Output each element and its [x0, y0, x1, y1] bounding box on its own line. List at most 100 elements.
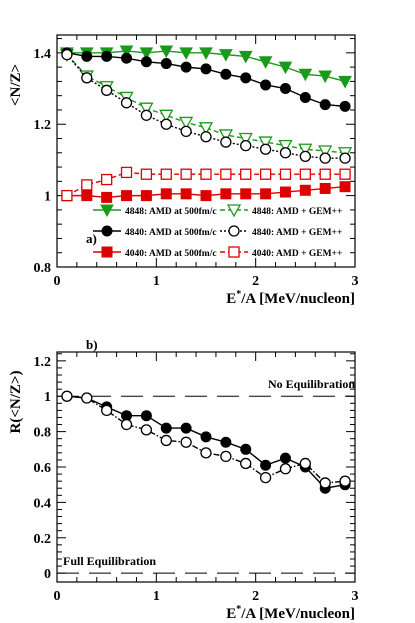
data-point	[260, 459, 272, 471]
data-point	[160, 58, 172, 70]
y-tick-label: 0.8	[34, 426, 52, 441]
data-point	[278, 139, 293, 154]
data-point	[101, 50, 113, 62]
data-point	[180, 168, 192, 180]
data-point	[298, 143, 313, 157]
data-point	[339, 475, 351, 487]
no-equilibration-label: No Equilibration	[268, 377, 355, 391]
x-tick-label: 2	[252, 274, 259, 289]
legend-label: 4040: AMD at 500fm/c	[125, 249, 217, 259]
panel-label: b)	[86, 337, 98, 352]
data-point	[180, 436, 192, 448]
data-point	[101, 404, 113, 417]
data-point	[339, 168, 351, 180]
data-point	[259, 471, 272, 484]
data-point	[200, 431, 212, 443]
legend-marker	[100, 204, 114, 218]
data-point	[101, 191, 113, 203]
data-point	[279, 463, 292, 475]
data-point	[220, 168, 232, 180]
legend-label: 4848: AMD + GEM++	[252, 207, 342, 217]
data-point	[140, 424, 153, 436]
y-tick-label: 0.8	[34, 261, 52, 276]
data-point	[198, 122, 214, 136]
x-axis-label: E*/A [MeV/nucleon]	[226, 289, 355, 307]
x-tick-label: 0	[54, 589, 61, 604]
data-point	[61, 48, 73, 61]
data-point	[238, 132, 253, 146]
data-point	[160, 422, 172, 434]
y-tick-label: 0	[44, 567, 51, 582]
data-point	[259, 143, 272, 155]
full-equilibration-label: Full Equilibration	[63, 554, 156, 568]
legend-marker	[226, 204, 242, 218]
data-point	[339, 152, 351, 164]
data-point	[81, 392, 93, 404]
data-point	[279, 186, 291, 198]
legend-label: 4848: AMD at 500fm/c	[125, 207, 217, 217]
plot-frame	[56, 34, 356, 268]
data-point	[240, 139, 252, 152]
data-point	[319, 477, 331, 489]
data-point	[140, 168, 153, 180]
y-axis-label: <N/Z>	[8, 64, 24, 106]
data-point	[279, 168, 292, 180]
data-point	[299, 184, 311, 196]
data-point	[279, 83, 291, 95]
data-point	[159, 45, 174, 59]
data-point	[140, 190, 152, 202]
data-point	[318, 145, 333, 159]
data-point	[61, 390, 73, 402]
legend-marker	[228, 246, 240, 258]
legend-label: 4840: AMD at 500fm/c	[125, 228, 217, 238]
data-point	[179, 47, 193, 60]
data-point	[259, 168, 272, 180]
series-line	[66, 171, 346, 197]
data-point	[180, 125, 192, 138]
y-tick-label: 1	[44, 390, 51, 405]
data-point	[180, 188, 192, 200]
data-point	[220, 136, 232, 148]
data-point	[258, 56, 273, 69]
data-point	[339, 100, 351, 112]
data-point	[160, 188, 172, 200]
data-point	[200, 63, 212, 75]
y-tick-label: 1	[44, 190, 51, 205]
y-tick-label: 0.6	[34, 461, 52, 476]
data-point	[119, 45, 134, 59]
data-point	[200, 168, 212, 180]
data-point	[120, 97, 133, 109]
data-point	[160, 434, 172, 447]
data-point	[81, 72, 93, 84]
x-tick-label: 0	[54, 274, 61, 289]
data-point	[298, 68, 313, 82]
data-point	[240, 188, 252, 200]
data-point	[319, 152, 331, 164]
legend-marker	[101, 246, 113, 258]
data-point	[279, 452, 291, 464]
x-tick-label: 1	[153, 589, 160, 604]
data-point	[220, 68, 232, 80]
x-tick-label: 2	[252, 589, 259, 604]
data-point	[299, 91, 311, 103]
data-point	[220, 450, 232, 463]
data-point	[338, 75, 352, 89]
data-point	[81, 50, 93, 62]
data-point	[240, 168, 252, 180]
data-point	[121, 52, 133, 64]
data-point	[200, 190, 212, 202]
x-tick-label: 1	[153, 274, 160, 289]
y-tick-label: 1.4	[34, 47, 52, 62]
data-point	[180, 422, 192, 434]
data-point	[299, 457, 311, 470]
y-axis-label: R(<N/Z>)	[8, 371, 24, 434]
data-point	[140, 109, 153, 121]
data-point	[299, 168, 311, 180]
data-point	[200, 131, 212, 143]
data-point	[240, 72, 252, 84]
data-point	[319, 182, 331, 194]
data-point	[240, 457, 252, 470]
legend-marker	[101, 225, 113, 237]
y-tick-label: 1.2	[34, 355, 52, 370]
